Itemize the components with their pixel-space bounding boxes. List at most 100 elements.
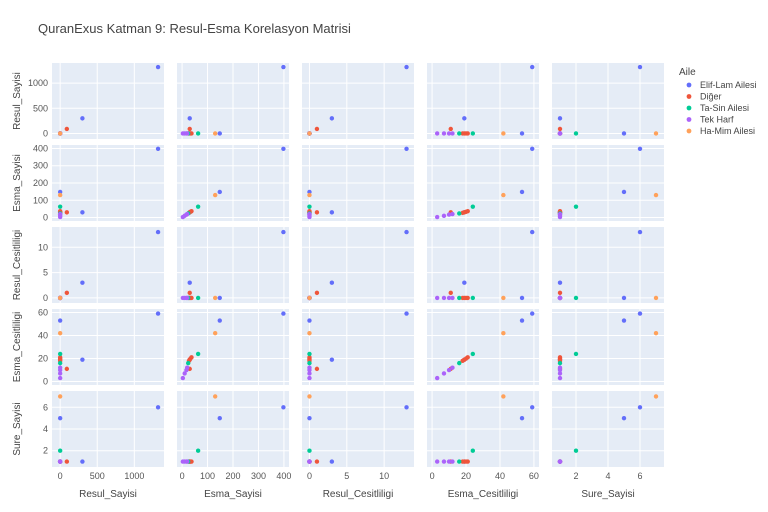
data-point[interactable] (621, 189, 627, 195)
data-point[interactable] (314, 126, 320, 132)
data-point[interactable] (530, 229, 535, 235)
data-point[interactable] (557, 371, 563, 376)
data-point[interactable] (329, 116, 335, 121)
data-point[interactable] (653, 192, 659, 198)
data-point[interactable] (307, 365, 312, 370)
data-point[interactable] (307, 375, 312, 381)
data-point[interactable] (329, 357, 335, 362)
data-point[interactable] (434, 459, 440, 464)
data-point[interactable] (187, 290, 192, 296)
data-point[interactable] (307, 189, 312, 195)
data-point[interactable] (470, 295, 476, 301)
data-point[interactable] (519, 415, 525, 421)
data-point[interactable] (307, 459, 312, 464)
data-point[interactable] (307, 415, 312, 421)
legend-item[interactable]: Tek Harf (686, 115, 734, 125)
data-point[interactable] (57, 375, 63, 381)
data-point[interactable] (637, 146, 643, 151)
data-point[interactable] (501, 192, 506, 198)
data-point[interactable] (653, 131, 659, 136)
data-point[interactable] (57, 295, 63, 301)
data-point[interactable] (621, 415, 627, 421)
data-point[interactable] (212, 295, 218, 301)
data-point[interactable] (404, 146, 409, 151)
data-point[interactable] (281, 64, 286, 70)
data-point[interactable] (434, 295, 440, 301)
data-point[interactable] (573, 295, 579, 301)
data-point[interactable] (519, 189, 525, 195)
data-point[interactable] (573, 351, 579, 357)
data-point[interactable] (446, 367, 452, 373)
data-point[interactable] (530, 146, 535, 151)
data-point[interactable] (460, 295, 465, 301)
data-point[interactable] (501, 295, 506, 301)
data-point[interactable] (184, 295, 190, 301)
data-point[interactable] (307, 394, 312, 399)
data-point[interactable] (404, 229, 409, 235)
data-point[interactable] (155, 405, 161, 410)
data-point[interactable] (557, 211, 563, 217)
data-point[interactable] (441, 131, 447, 136)
data-point[interactable] (557, 365, 563, 370)
data-point[interactable] (573, 131, 579, 136)
data-point[interactable] (329, 280, 335, 285)
data-point[interactable] (557, 459, 563, 464)
data-point[interactable] (307, 360, 312, 366)
data-point[interactable] (281, 405, 286, 410)
data-point[interactable] (448, 290, 453, 296)
data-point[interactable] (195, 295, 201, 301)
data-point[interactable] (653, 295, 659, 301)
data-point[interactable] (307, 318, 312, 323)
data-point[interactable] (557, 360, 563, 366)
data-point[interactable] (64, 126, 70, 132)
data-point[interactable] (57, 459, 63, 464)
data-point[interactable] (557, 131, 563, 136)
data-point[interactable] (460, 131, 465, 136)
data-point[interactable] (441, 295, 447, 301)
data-point[interactable] (441, 459, 447, 464)
data-point[interactable] (307, 351, 312, 357)
data-point[interactable] (404, 405, 409, 410)
data-point[interactable] (195, 204, 201, 209)
data-point[interactable] (184, 131, 190, 136)
legend-item[interactable]: Elif-Lam Ailesi (686, 80, 757, 90)
data-point[interactable] (448, 126, 453, 132)
data-point[interactable] (450, 459, 455, 464)
data-point[interactable] (557, 116, 563, 121)
data-point[interactable] (621, 318, 627, 323)
data-point[interactable] (460, 210, 465, 216)
data-point[interactable] (457, 211, 462, 216)
data-point[interactable] (57, 330, 63, 336)
data-point[interactable] (155, 146, 161, 151)
data-point[interactable] (457, 459, 462, 464)
data-point[interactable] (180, 375, 186, 381)
data-point[interactable] (530, 405, 535, 410)
data-point[interactable] (470, 131, 476, 136)
data-point[interactable] (281, 311, 286, 316)
data-point[interactable] (184, 211, 190, 217)
data-point[interactable] (57, 371, 63, 376)
data-point[interactable] (557, 375, 563, 381)
data-point[interactable] (57, 211, 63, 217)
data-point[interactable] (187, 126, 192, 132)
data-point[interactable] (434, 131, 440, 136)
data-point[interactable] (501, 394, 506, 399)
data-point[interactable] (57, 318, 63, 323)
data-point[interactable] (501, 330, 506, 336)
data-point[interactable] (57, 131, 63, 136)
data-point[interactable] (557, 280, 563, 285)
data-point[interactable] (470, 448, 476, 453)
data-point[interactable] (557, 290, 563, 296)
data-point[interactable] (307, 204, 312, 209)
data-point[interactable] (460, 358, 465, 364)
data-point[interactable] (57, 415, 63, 421)
legend-item[interactable]: Diğer (686, 92, 722, 102)
data-point[interactable] (434, 375, 440, 381)
data-point[interactable] (557, 295, 563, 301)
data-point[interactable] (450, 211, 455, 217)
data-point[interactable] (470, 351, 476, 357)
data-point[interactable] (307, 330, 312, 336)
data-point[interactable] (457, 360, 462, 366)
data-point[interactable] (281, 146, 286, 151)
data-point[interactable] (57, 365, 63, 370)
